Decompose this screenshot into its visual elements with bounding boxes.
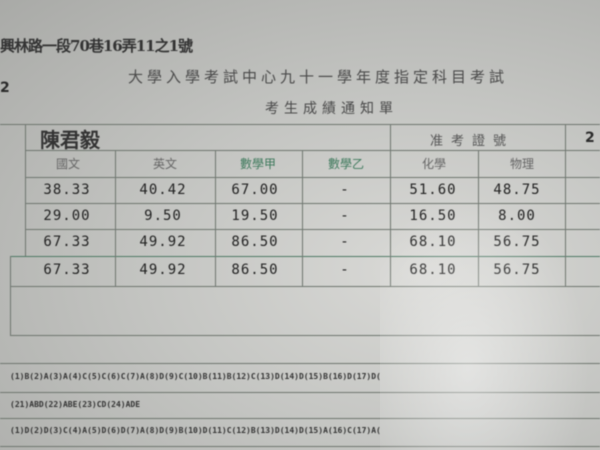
rule-line bbox=[565, 124, 566, 286]
column-header: 物理 bbox=[509, 157, 534, 171]
column-header: 國文 bbox=[55, 157, 80, 171]
rule-line bbox=[0, 392, 600, 393]
rule-line bbox=[0, 124, 600, 125]
rule-line bbox=[10, 286, 600, 287]
column-header: 化學 bbox=[421, 157, 446, 171]
rule-line bbox=[10, 256, 11, 336]
score-cell: 49.92 bbox=[139, 234, 187, 250]
score-cell: 67.33 bbox=[43, 234, 91, 250]
rule-line bbox=[10, 335, 600, 336]
score-cell: 86.50 bbox=[231, 262, 279, 278]
rule-line bbox=[115, 150, 116, 286]
score-cell: 56.75 bbox=[493, 234, 541, 250]
answer-line: (21)ABD(22)ABE(23)CD(24)ADE bbox=[10, 400, 141, 409]
rule-line bbox=[25, 203, 600, 204]
score-cell: - bbox=[340, 234, 350, 250]
score-cell: - bbox=[340, 208, 350, 224]
score-cell: 29.00 bbox=[43, 208, 91, 224]
rule-line bbox=[390, 124, 391, 286]
column-header: 英文 bbox=[152, 157, 177, 171]
rule-line bbox=[478, 150, 479, 286]
score-cell: 40.42 bbox=[139, 182, 187, 198]
rule-line bbox=[0, 418, 600, 419]
score-cell: 68.10 bbox=[409, 234, 457, 250]
column-header: 數學甲 bbox=[239, 157, 276, 171]
rule-line bbox=[10, 256, 600, 257]
score-cell: - bbox=[340, 262, 350, 278]
score-cell: 49.92 bbox=[139, 262, 187, 278]
score-cell: 56.75 bbox=[493, 262, 541, 278]
score-cell: 67.00 bbox=[231, 182, 279, 198]
score-cell: 38.33 bbox=[43, 182, 91, 198]
score-cell: 16.50 bbox=[409, 208, 457, 224]
column-header: 數學乙 bbox=[327, 157, 364, 171]
score-cell: 86.50 bbox=[231, 234, 279, 250]
rule-line bbox=[0, 446, 600, 447]
score-cell: 19.50 bbox=[231, 208, 279, 224]
score-cell: 48.75 bbox=[493, 182, 541, 198]
answer-line: (1)D(2)D(3)C(4)A(5)D(6)D(7)A(8)D(9)B(10)… bbox=[10, 426, 381, 435]
answer-line: (1)B(2)A(3)A(4)C(5)C(6)C(7)A(8)D(9)C(10)… bbox=[10, 372, 381, 381]
address: 興林路一段70巷16弄11之1號 bbox=[0, 37, 193, 55]
rule-line bbox=[0, 363, 600, 364]
rule-line bbox=[25, 177, 600, 178]
document-subtitle: 考生成績通知單 bbox=[265, 101, 398, 117]
right-fragment: 2 bbox=[585, 130, 595, 146]
rule-line bbox=[25, 229, 600, 230]
rule-line bbox=[302, 150, 303, 286]
score-cell: 51.60 bbox=[409, 182, 457, 198]
score-cell: 9.50 bbox=[144, 208, 182, 224]
rule-line bbox=[215, 150, 216, 286]
student-name: 陳君毅 bbox=[40, 128, 100, 152]
score-cell: - bbox=[340, 182, 350, 198]
document-title: 大學入學考試中心九十一學年度指定科目考試 bbox=[128, 68, 509, 86]
score-cell: 8.00 bbox=[498, 208, 536, 224]
rule-line bbox=[25, 124, 26, 256]
left-fragment: 2 bbox=[0, 80, 10, 96]
exam-number-label: 准考證號 bbox=[430, 134, 515, 149]
rule-line bbox=[25, 150, 600, 151]
score-cell: 67.33 bbox=[43, 262, 91, 278]
score-cell: 68.10 bbox=[409, 262, 457, 278]
